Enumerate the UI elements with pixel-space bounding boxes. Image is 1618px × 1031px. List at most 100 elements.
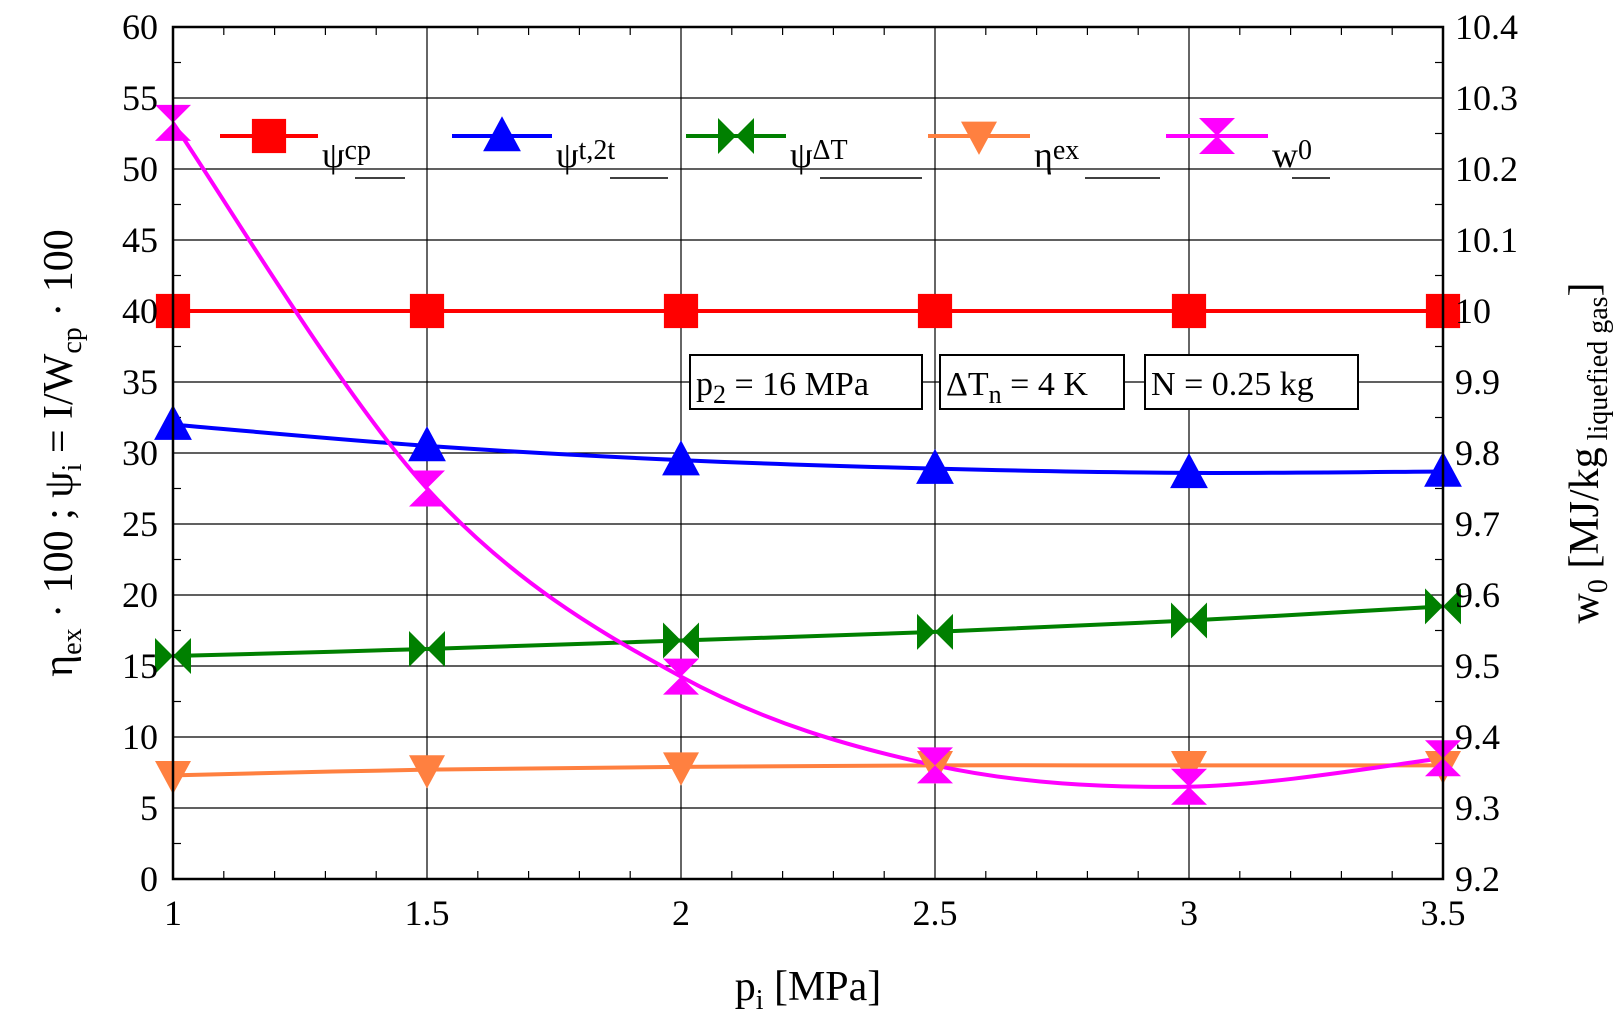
y-right-axis-title: w0 [MJ/kg liquefied gas] (1562, 282, 1614, 623)
point-psi_dT (1189, 602, 1207, 639)
legend: ψcp ψt,2t ψΔT ηex w0 (220, 116, 1330, 179)
y-left-tick-label: 25 (122, 504, 158, 544)
y-left-tick-label: 15 (122, 646, 158, 686)
legend-item-psi_cp: ψcp (220, 118, 371, 175)
series-lines (171, 121, 1444, 789)
y-right-tick-label: 9.6 (1455, 575, 1500, 615)
annotation-text: N = 0.25 kg (1151, 366, 1314, 403)
legend-label: ψcp (322, 135, 371, 175)
legend-label: ψΔT (790, 135, 848, 175)
legend-marker-psi_cp (251, 118, 287, 154)
legend-marker-psi_t2t (483, 116, 521, 152)
legend-marker-w0 (1199, 136, 1235, 154)
point-w0 (409, 470, 445, 489)
y-right-tick-label: 10 (1455, 291, 1491, 331)
legend-label: ηex (1034, 135, 1079, 175)
point-eta_ex (663, 752, 699, 786)
annotation-box: ΔTn = 4 K (939, 354, 1125, 410)
point-w0 (409, 488, 445, 507)
y-left-tick-label: 30 (122, 433, 158, 473)
point-psi_dT (409, 630, 427, 667)
series-line-eta_ex (172, 763, 1443, 778)
y-left-tick-label: 55 (122, 78, 158, 118)
point-w0 (663, 676, 699, 695)
legend-item-eta_ex: ηex (928, 121, 1079, 175)
y-left-tick-label: 0 (140, 859, 158, 899)
annotation-text: ΔTn = 4 K (946, 366, 1088, 409)
parameter-annotations: p2 = 16 MPa ΔTn = 4 K N = 0.25 kg (689, 354, 1359, 410)
legend-item-w0: w0 (1166, 118, 1312, 175)
legend-marker-w0 (1199, 118, 1235, 136)
annotation-box: N = 0.25 kg (1144, 354, 1359, 410)
point-psi_dT (663, 622, 681, 659)
point-psi_t2t (1170, 453, 1208, 489)
y-right-tick-label: 9.7 (1455, 504, 1500, 544)
point-psi_dT (681, 622, 699, 659)
x-tick-label: 1 (164, 893, 182, 933)
point-psi_dT (173, 638, 191, 675)
point-psi_dT (917, 613, 935, 650)
y-left-tick-label: 40 (122, 291, 158, 331)
point-psi_t2t (662, 440, 700, 476)
legend-label: ψt,2t (556, 135, 615, 175)
point-psi_cp (917, 293, 953, 329)
legend-item-psi_t2t: ψt,2t (452, 116, 615, 175)
y-left-tick-label: 50 (122, 149, 158, 189)
annotation-box: p2 = 16 MPa (689, 354, 923, 410)
annotation-text: p2 = 16 MPa (696, 366, 869, 409)
y-right-tick-label: 10.1 (1455, 220, 1518, 260)
x-axis-title: pi [MPa] (735, 964, 882, 1016)
point-w0 (1171, 768, 1207, 787)
point-w0 (1171, 786, 1207, 805)
y-right-tick-label: 9.9 (1455, 362, 1500, 402)
legend-marker-eta_ex (961, 121, 997, 155)
y-right-tick-label: 10.4 (1455, 7, 1518, 47)
y-left-tick-label: 60 (122, 7, 158, 47)
point-psi_t2t (408, 426, 446, 462)
y-right-tick-label: 9.3 (1455, 788, 1500, 828)
point-eta_ex (409, 755, 445, 789)
y-left-axis-title: ηex · 100 ; ψi = I/Wcp · 100 (36, 229, 88, 677)
point-w0 (917, 747, 953, 766)
point-psi_cp (409, 293, 445, 329)
point-psi_cp (1171, 293, 1207, 329)
point-w0 (663, 658, 699, 677)
series-line-psi_t2t (172, 422, 1444, 475)
y-left-tick-label: 20 (122, 575, 158, 615)
x-tick-label: 2 (672, 893, 690, 933)
series-line-w0 (171, 121, 1444, 789)
y-right-tick-label: 9.4 (1455, 717, 1500, 757)
point-psi_cp (663, 293, 699, 329)
x-tick-label: 2.5 (913, 893, 958, 933)
x-tick-label: 1.5 (405, 893, 450, 933)
y-left-tick-label: 45 (122, 220, 158, 260)
point-psi_dT (155, 638, 173, 675)
x-tick-label: 3 (1180, 893, 1198, 933)
point-psi_dT (1443, 588, 1461, 625)
series-markers (154, 104, 1462, 805)
point-psi_dT (1425, 588, 1443, 625)
legend-marker-psi_dT (718, 118, 736, 154)
x-tick-label: 3.5 (1421, 893, 1466, 933)
y-right-tick-label: 9.5 (1455, 646, 1500, 686)
point-eta_ex (1171, 751, 1207, 785)
point-psi_dT (1171, 602, 1189, 639)
point-psi_t2t (916, 448, 954, 484)
tick-labels: 1 1.5 2 2.5 3 3.5 0 5 10 15 20 25 30 35 40 45 50 55 60 9.2 9… (122, 7, 1518, 933)
y-right-tick-label: 9.2 (1455, 859, 1500, 899)
plot-frame (171, 25, 1445, 881)
series-line-psi_dT (172, 604, 1444, 659)
y-right-tick-label: 9.8 (1455, 433, 1500, 473)
y-left-tick-label: 35 (122, 362, 158, 402)
y-right-tick-label: 10.2 (1455, 149, 1518, 189)
point-psi_dT (427, 630, 445, 667)
legend-marker-psi_dT (736, 118, 754, 154)
y-right-tick-label: 10.3 (1455, 78, 1518, 118)
point-psi_dT (935, 613, 953, 650)
legend-item-psi_dT: ψΔT (686, 118, 848, 175)
legend-label: w0 (1272, 135, 1312, 175)
minor-ticks (173, 27, 1443, 879)
y-left-tick-label: 10 (122, 717, 158, 757)
point-w0 (917, 765, 953, 784)
